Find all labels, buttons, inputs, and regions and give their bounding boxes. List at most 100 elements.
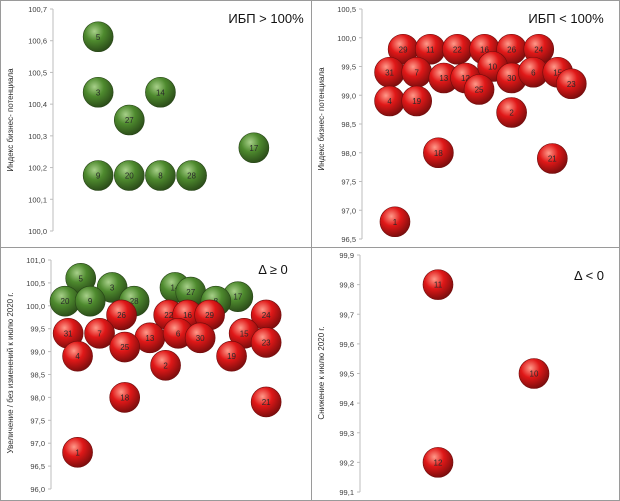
y-axis-label: Индекс бизнес- потенциала bbox=[317, 67, 326, 171]
point-marker bbox=[96, 272, 128, 303]
y-tick-label: 98,0 bbox=[30, 393, 45, 402]
point-marker bbox=[150, 350, 181, 381]
y-tick-label: 100,6 bbox=[28, 37, 47, 46]
data-point: 31 bbox=[374, 56, 405, 88]
point-label: 1 bbox=[393, 218, 398, 227]
y-tick-label: 99,4 bbox=[339, 399, 354, 408]
chart-ibp-above-100: 100,0 100,1 100,2 100,3 100,4 100,5 100,6 100,7… bbox=[6, 5, 304, 236]
point-label: 6 bbox=[176, 329, 181, 338]
y-axis-label: Снижение к июлю 2020 г. bbox=[317, 326, 326, 419]
data-point: 7 bbox=[84, 317, 115, 349]
data-point: 25 bbox=[109, 331, 141, 363]
point-marker bbox=[537, 143, 568, 174]
y-tick-label: 97,5 bbox=[341, 178, 356, 187]
point-label: 8 bbox=[158, 172, 163, 181]
data-point: 5 bbox=[82, 21, 114, 53]
data-point: 23 bbox=[555, 68, 587, 100]
point-label: 11 bbox=[434, 281, 443, 290]
point-marker bbox=[422, 269, 454, 300]
y-tick-label: 99,0 bbox=[341, 91, 356, 100]
point-label: 13 bbox=[145, 334, 154, 343]
y-tick-label: 98,5 bbox=[30, 371, 45, 380]
point-marker bbox=[379, 206, 411, 238]
point-label: 14 bbox=[171, 283, 180, 292]
point-label: 6 bbox=[531, 68, 536, 77]
point-label: 1 bbox=[75, 448, 80, 457]
y-tick-label: 100,0 bbox=[26, 302, 45, 311]
chart-title: ИБП > 100% bbox=[228, 11, 304, 26]
panel-ibp-below-100: 96,5 97,0 97,5 98,0 98,5 99,0 99,5 100,0 100,5 Ин… bbox=[311, 0, 620, 248]
data-point: 23 bbox=[250, 327, 282, 358]
data-point: 2 bbox=[150, 350, 181, 381]
point-label: 16 bbox=[480, 45, 489, 54]
y-tick-label: 100,5 bbox=[28, 68, 47, 77]
data-point: 30 bbox=[184, 322, 216, 354]
point-label: 10 bbox=[488, 63, 497, 72]
point-marker bbox=[184, 322, 216, 354]
point-label: 18 bbox=[434, 149, 443, 158]
y-tick-label: 96,0 bbox=[30, 485, 45, 494]
y-tick-label: 99,5 bbox=[339, 370, 354, 379]
data-point: 21 bbox=[537, 143, 568, 174]
point-marker bbox=[113, 104, 145, 136]
point-marker bbox=[82, 76, 114, 108]
point-label: 21 bbox=[262, 398, 271, 407]
point-marker bbox=[518, 358, 550, 389]
point-label: 24 bbox=[534, 45, 543, 54]
point-label: 12 bbox=[434, 458, 443, 467]
point-marker bbox=[401, 85, 432, 117]
point-label: 7 bbox=[97, 329, 102, 338]
point-label: 18 bbox=[120, 393, 129, 402]
data-point: 19 bbox=[216, 340, 247, 372]
y-tick-label: 101,0 bbox=[26, 256, 45, 265]
point-label: 28 bbox=[187, 172, 196, 181]
point-label: 9 bbox=[88, 297, 93, 306]
y-tick-label: 100,5 bbox=[26, 279, 45, 288]
data-point: 7 bbox=[401, 56, 432, 88]
point-label: 3 bbox=[110, 283, 115, 292]
y-tick-label: 99,6 bbox=[339, 340, 354, 349]
point-label: 23 bbox=[567, 80, 576, 89]
data-point: 2 bbox=[496, 97, 527, 128]
point-label: 31 bbox=[385, 68, 394, 77]
chart-title: ИБП < 100% bbox=[528, 11, 604, 26]
point-marker bbox=[423, 137, 454, 169]
point-label: 29 bbox=[399, 45, 408, 54]
point-label: 25 bbox=[120, 343, 129, 352]
point-label: 5 bbox=[78, 274, 83, 283]
data-point: 10 bbox=[518, 358, 550, 389]
panel-delta-nonnegative: 96,0 96,5 97,0 97,5 98,0 98,5 99,0 99,5 100,0 100… bbox=[0, 247, 312, 501]
data-point: 24 bbox=[523, 33, 555, 65]
point-label: 29 bbox=[205, 311, 214, 320]
point-label: 25 bbox=[475, 86, 484, 95]
y-tick-label: 99,2 bbox=[339, 458, 354, 467]
point-label: 15 bbox=[553, 68, 562, 77]
y-tick-label: 100,1 bbox=[28, 195, 47, 204]
point-marker bbox=[109, 382, 141, 413]
data-point: 3 bbox=[82, 76, 114, 108]
point-marker bbox=[422, 447, 454, 478]
y-tick-label: 99,0 bbox=[30, 348, 45, 357]
point-marker bbox=[74, 285, 106, 317]
y-tick-label: 98,5 bbox=[341, 120, 356, 129]
y-tick-label: 99,5 bbox=[30, 325, 45, 334]
data-point: 8 bbox=[145, 160, 176, 191]
point-marker bbox=[250, 386, 282, 418]
y-tick-label: 99,9 bbox=[339, 251, 354, 260]
point-label: 27 bbox=[186, 288, 195, 297]
point-label: 22 bbox=[453, 45, 462, 54]
y-tick-label: 99,7 bbox=[339, 310, 354, 319]
point-label: 12 bbox=[461, 74, 470, 83]
y-tick-label: 97,5 bbox=[30, 416, 45, 425]
data-point: 14 bbox=[145, 76, 176, 108]
point-label: 17 bbox=[233, 293, 242, 302]
point-label: 4 bbox=[387, 97, 392, 106]
point-marker bbox=[62, 437, 93, 468]
point-marker bbox=[82, 160, 114, 191]
point-marker bbox=[216, 340, 247, 372]
data-point: 4 bbox=[374, 85, 405, 117]
y-tick-label: 99,3 bbox=[339, 429, 354, 438]
panel-ibp-above-100: 100,0 100,1 100,2 100,3 100,4 100,5 100,6 100,7… bbox=[0, 0, 312, 248]
y-tick-label: 100,5 bbox=[337, 5, 356, 14]
point-marker bbox=[106, 299, 137, 331]
